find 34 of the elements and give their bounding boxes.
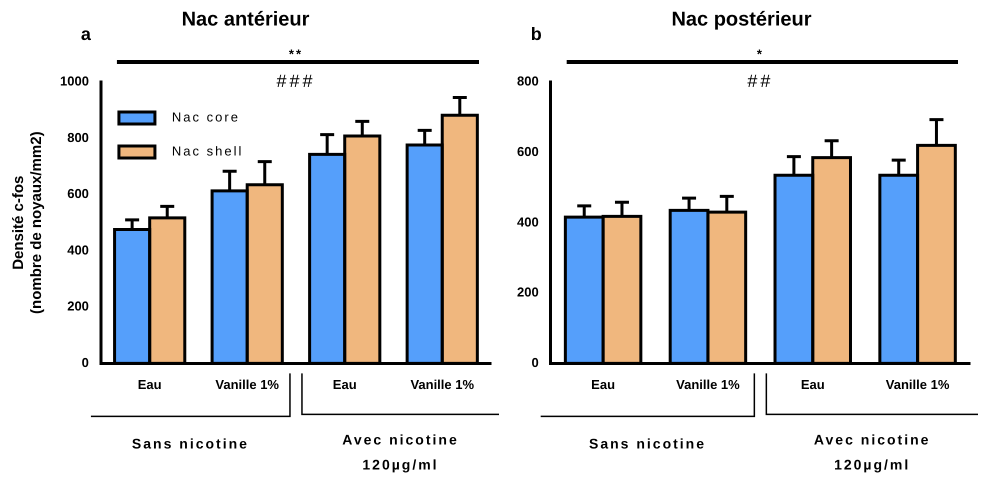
text: Avec nicotine 120µg/ml [814,431,930,472]
y-tick-label: 600 [516,144,539,159]
x-tick-label: Vanille 1% [215,376,280,392]
y-tick-label: 200 [516,284,539,300]
legend-label: Nac core [172,110,240,125]
y-tick-label: 800 [516,74,539,89]
y-tick-label: 1000 [60,74,89,89]
text: a [80,24,93,44]
text: Sans nicotine [132,435,249,452]
y-axis-title: Densité c-fos (nombre de noyaux/mm2) [10,131,46,314]
annotation: ## [747,70,774,91]
x-tick-label: Eau [800,376,825,392]
y-tick-label: 200 [67,298,89,314]
x-tick-label: Vanille 1% [676,376,740,392]
text: ** [288,46,304,62]
x-tick-label: Eau [591,376,616,392]
legend-label: Nac shell [172,144,244,159]
y-tick-label: 0 [531,354,539,370]
y-tick-label: 400 [516,214,539,230]
text: * [756,46,764,62]
y-tick-label: 600 [67,186,89,202]
text: b [530,24,544,44]
x-tick-label: Vanille 1% [886,376,950,392]
text: Avec nicotine 120µg/ml [342,431,459,472]
text: Sans nicotine [589,435,706,452]
y-tick-label: 400 [67,242,89,258]
chart-title: Nac antérieur [182,8,310,31]
chart-title: Nac postérieur [671,8,812,31]
y-tick-label: 800 [67,130,89,145]
x-tick-label: Vanille 1% [410,376,474,392]
y-tick-label: 0 [82,354,89,370]
annotation: ### [276,70,316,91]
x-tick-label: Eau [138,376,162,392]
x-tick-label: Eau [332,376,357,392]
